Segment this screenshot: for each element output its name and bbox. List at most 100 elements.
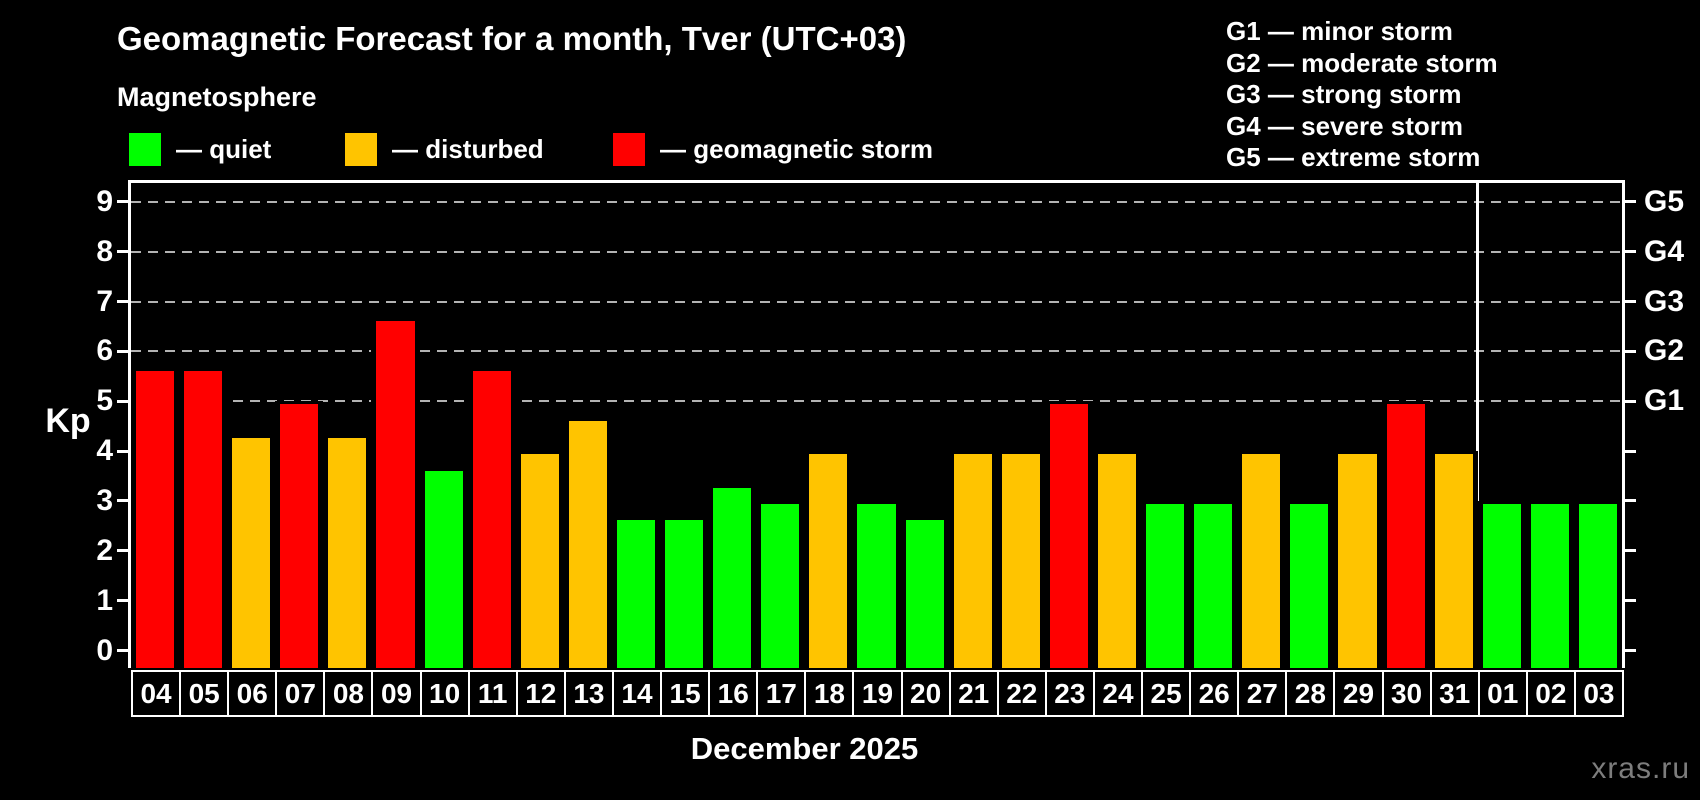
chart-title: Geomagnetic Forecast for a month, Tver (…	[117, 20, 907, 57]
left-tick-0	[117, 649, 128, 652]
gridline-kp-6	[131, 350, 1622, 353]
bar-day-25	[1141, 500, 1190, 668]
gridline-kp-7	[131, 300, 1622, 303]
y-axis-label-8: 8	[96, 234, 113, 268]
right-tick-8	[1625, 250, 1636, 254]
right-tick-9	[1625, 200, 1636, 204]
bar-day-31	[1429, 451, 1478, 668]
bar-day-12	[515, 451, 564, 668]
day-label-23: 23	[1044, 670, 1095, 717]
legend-item-disturbed: — disturbed	[345, 131, 544, 167]
legend-label-storm: — geomagnetic storm	[660, 133, 934, 164]
left-tick-4	[117, 449, 128, 453]
right-axis-label-g1: G1	[1644, 384, 1685, 418]
day-label-11: 11	[467, 670, 518, 717]
day-label-09: 09	[371, 670, 422, 717]
day-label-12: 12	[515, 670, 566, 717]
bar-day-07	[275, 401, 324, 668]
day-label-25: 25	[1141, 670, 1192, 717]
y-axis-label-7: 7	[96, 284, 113, 318]
right-axis-label-g5: G5	[1644, 184, 1685, 218]
day-label-13: 13	[563, 670, 614, 717]
bar-day-18	[804, 451, 853, 668]
bar-day-17	[756, 500, 805, 668]
day-label-15: 15	[660, 670, 711, 717]
month-separator	[1476, 183, 1480, 668]
day-label-18: 18	[804, 670, 855, 717]
right-tick-7	[1625, 300, 1636, 304]
bar-day-01	[1477, 500, 1526, 668]
bar-day-09	[371, 318, 420, 668]
day-label-29: 29	[1333, 670, 1384, 717]
gridline-kp-5	[131, 400, 1622, 403]
bar-day-29	[1333, 451, 1382, 668]
bar-day-24	[1092, 451, 1142, 668]
watermark: xras.ru	[1591, 752, 1690, 785]
day-label-14: 14	[611, 670, 663, 717]
y-axis-title: Kp	[45, 402, 91, 440]
day-label-22: 22	[996, 670, 1047, 717]
y-axis-label-4: 4	[96, 434, 113, 468]
day-label-24: 24	[1092, 670, 1144, 717]
right-axis-label-g3: G3	[1644, 284, 1685, 318]
legend-item-storm: — geomagnetic storm	[613, 131, 933, 167]
bar-day-16	[708, 484, 757, 668]
y-axis-label-6: 6	[96, 334, 113, 368]
bar-day-10	[419, 467, 468, 668]
y-axis-label-3: 3	[96, 483, 113, 517]
right-tick-3	[1625, 499, 1636, 503]
day-label-06: 06	[227, 670, 278, 717]
day-label-10: 10	[419, 670, 470, 717]
bar-day-22	[996, 451, 1045, 668]
day-label-04: 04	[131, 670, 182, 717]
x-axis-month-label: December 2025	[690, 731, 919, 766]
left-tick-1	[117, 599, 128, 603]
y-axis-label-2: 2	[96, 533, 113, 567]
storm-scale-g3: G3 — strong storm	[1226, 79, 1462, 110]
day-label-01: 01	[1477, 670, 1528, 717]
bar-day-27	[1237, 451, 1286, 668]
bar-day-26	[1189, 500, 1238, 668]
right-tick-2	[1625, 549, 1636, 553]
y-axis-label-1: 1	[96, 583, 113, 617]
day-label-02: 02	[1525, 670, 1576, 717]
left-tick-3	[117, 499, 128, 503]
bar-day-30	[1381, 401, 1430, 668]
left-tick-6	[117, 349, 128, 353]
day-label-19: 19	[852, 670, 903, 717]
bar-day-28	[1285, 500, 1334, 668]
day-label-07: 07	[275, 670, 326, 717]
disturbed-color-swatch	[345, 132, 377, 166]
bar-day-05	[179, 367, 228, 668]
day-label-08: 08	[323, 670, 374, 717]
y-axis-label-9: 9	[96, 184, 113, 218]
bar-day-13	[563, 417, 612, 668]
right-tick-6	[1625, 349, 1636, 353]
day-label-05: 05	[179, 670, 230, 717]
legend-label-quiet: — quiet	[176, 133, 272, 164]
day-label-17: 17	[756, 670, 807, 717]
bar-day-19	[852, 500, 901, 668]
left-tick-2	[117, 549, 128, 553]
day-label-28: 28	[1285, 670, 1336, 717]
storm-scale-g2: G2 — moderate storm	[1226, 47, 1498, 78]
storm-scale-legend: G1 — minor storm G2 — moderate storm G3 …	[1226, 16, 1498, 174]
bar-day-14	[611, 517, 661, 668]
left-tick-7	[117, 300, 128, 304]
day-label-27: 27	[1237, 670, 1288, 717]
gridline-kp-8	[131, 250, 1622, 253]
magnetosphere-label: Magnetosphere	[117, 82, 317, 112]
bar-day-15	[660, 517, 709, 668]
day-label-03: 03	[1573, 670, 1624, 717]
day-label-16: 16	[708, 670, 759, 717]
bar-day-11	[467, 367, 516, 668]
day-label-26: 26	[1189, 670, 1240, 717]
left-tick-9	[117, 200, 128, 204]
day-label-31: 31	[1429, 670, 1480, 717]
left-tick-5	[117, 399, 128, 403]
bar-day-06	[227, 434, 276, 668]
right-tick-5	[1625, 399, 1636, 403]
right-tick-0	[1625, 649, 1636, 652]
bar-day-08	[323, 434, 372, 668]
